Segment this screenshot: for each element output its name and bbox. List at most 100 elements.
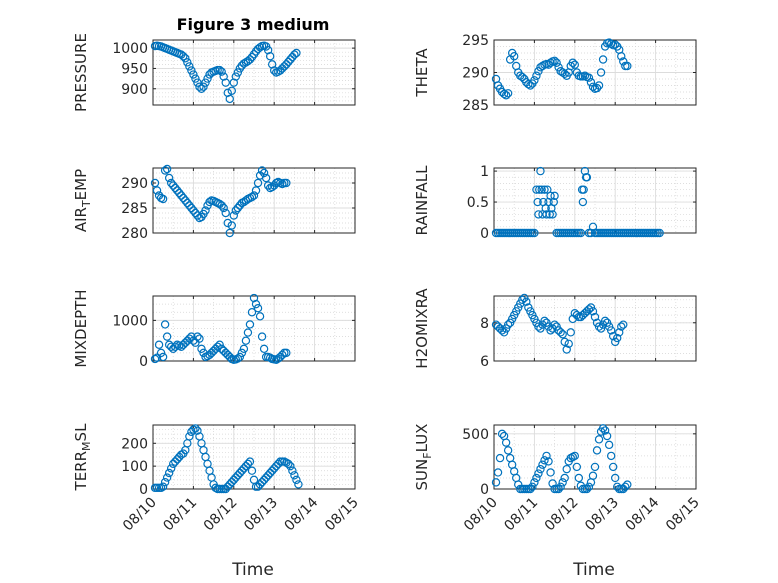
- data-point: [598, 424, 608, 433]
- data-point: [582, 484, 592, 494]
- data-point: [556, 328, 565, 337]
- data-point: [173, 186, 182, 195]
- data-point: [189, 70, 198, 79]
- data-point: [259, 168, 269, 178]
- data-point: [193, 332, 202, 341]
- data-point: [219, 203, 228, 213]
- y-tick-label: 0: [480, 482, 489, 498]
- y-tick-label: 200: [121, 436, 148, 452]
- data-point: [534, 469, 543, 478]
- data-point: [600, 426, 610, 435]
- data-point: [568, 58, 577, 67]
- y-axis-label-part: TERR: [72, 451, 90, 492]
- data-point: [499, 89, 509, 99]
- data-point: [584, 305, 594, 314]
- y-tick-label: 900: [121, 82, 148, 98]
- data-point: [503, 89, 513, 98]
- y-axis-label: AIRTEMP: [72, 169, 93, 232]
- data-point: [158, 352, 168, 362]
- y-tick-label: 950: [121, 61, 148, 77]
- data-point: [572, 462, 582, 472]
- y-axis-label: MIXDEPTH: [72, 289, 90, 367]
- data-point: [611, 473, 620, 483]
- y-tick-label: 285: [121, 201, 148, 217]
- subplot-3: 280 285 290 AIRTEMP: [72, 164, 356, 242]
- data-point: [282, 348, 291, 358]
- data-point: [187, 66, 196, 75]
- y-tick-label: 1: [480, 164, 489, 180]
- data-point: [181, 196, 190, 205]
- data-point: [294, 480, 303, 489]
- data-point: [590, 312, 600, 322]
- data-point: [503, 446, 513, 455]
- data-point: [596, 68, 606, 77]
- y-axis-label: TERRMSL: [72, 423, 93, 492]
- data-point: [253, 303, 263, 313]
- data-point: [588, 307, 598, 316]
- data-point: [233, 354, 243, 363]
- data-point: [278, 350, 287, 360]
- y-axis-label: PRESSURE: [72, 33, 90, 112]
- data-point: [201, 78, 210, 87]
- y-axis-label: H2OMIXRA: [413, 288, 431, 369]
- y-axis-label-part: THETA: [413, 48, 431, 98]
- data-point: [554, 484, 563, 494]
- data-point: [588, 471, 598, 480]
- axes-frame: [493, 424, 697, 490]
- data-point: [152, 353, 162, 362]
- data-point: [245, 457, 255, 466]
- data-point: [578, 197, 588, 207]
- data-point: [532, 185, 541, 194]
- data-point: [604, 440, 614, 450]
- data-point: [535, 185, 544, 194]
- data-point: [205, 197, 214, 207]
- data-point: [183, 58, 192, 67]
- data-point: [606, 326, 616, 335]
- data-point: [213, 342, 222, 351]
- data-point: [545, 210, 554, 219]
- subplot-1: 900 950 1000 PRESSURE: [72, 33, 356, 112]
- data-point: [550, 320, 559, 329]
- data-point: [189, 206, 198, 215]
- data-point: [197, 84, 206, 93]
- data-point: [566, 328, 575, 337]
- y-tick-label: 1000: [112, 41, 148, 57]
- data-point: [594, 81, 604, 90]
- data-point: [615, 328, 624, 337]
- y-tick-label: 8: [480, 316, 489, 332]
- data-point: [227, 86, 236, 95]
- data-point: [185, 432, 194, 441]
- subplot-5: 0 1000 MIXDEPTH: [72, 289, 356, 370]
- data-point: [536, 464, 545, 474]
- data-point: [497, 326, 507, 335]
- subplot-2: 285 290 295 THETA: [413, 33, 697, 114]
- data-point: [166, 178, 176, 188]
- data-point: [195, 334, 204, 343]
- data-point: [560, 337, 569, 347]
- data-point: [259, 344, 269, 354]
- data-point: [185, 334, 194, 343]
- data-point: [231, 206, 241, 215]
- y-axis-label: RAINFALL: [413, 165, 431, 236]
- data-point: [221, 78, 230, 87]
- data-point: [606, 451, 616, 461]
- data-point: [600, 316, 610, 326]
- data-point: [284, 459, 293, 469]
- data-point: [255, 43, 265, 52]
- data-point: [156, 348, 166, 358]
- data-point: [586, 78, 596, 87]
- data-point: [217, 67, 226, 76]
- y-tick-label: 280: [121, 226, 148, 242]
- data-point: [532, 473, 541, 483]
- data-point: [540, 316, 549, 326]
- data-point: [491, 478, 501, 487]
- data-point: [199, 82, 208, 91]
- data-point: [162, 473, 172, 482]
- data-point: [497, 429, 507, 439]
- data-point: [193, 211, 202, 220]
- data-point: [249, 191, 259, 200]
- y-tick-label: 290: [462, 66, 489, 82]
- data-point: [598, 55, 608, 64]
- data-point: [493, 468, 503, 477]
- data-point: [239, 59, 249, 68]
